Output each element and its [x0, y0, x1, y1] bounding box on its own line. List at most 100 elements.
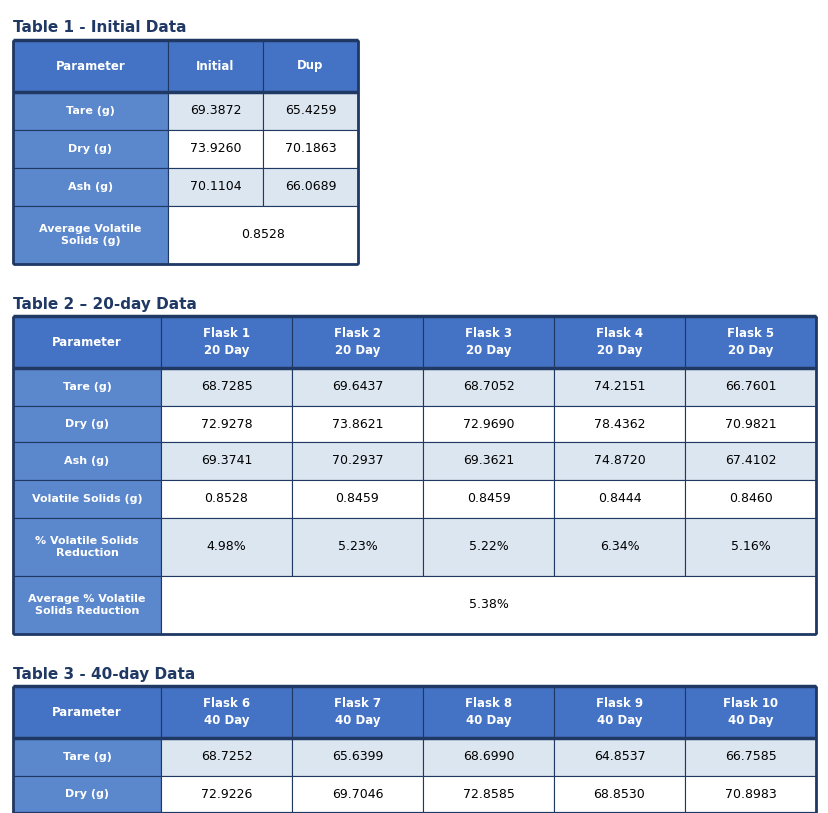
Bar [262, 130, 358, 168]
Text: Parameter: Parameter [52, 706, 122, 719]
Bar [262, 168, 358, 206]
Bar [684, 776, 815, 812]
Text: 66.7585: 66.7585 [724, 750, 776, 763]
Bar [553, 316, 684, 368]
Bar [291, 316, 422, 368]
Bar [161, 368, 291, 406]
Text: 69.3621: 69.3621 [462, 454, 513, 467]
Text: 72.9226: 72.9226 [200, 788, 252, 801]
Text: 70.8983: 70.8983 [724, 788, 776, 801]
Text: 74.8720: 74.8720 [593, 454, 644, 467]
Text: 68.8530: 68.8530 [593, 788, 644, 801]
Text: Table 1 - Initial Data: Table 1 - Initial Data [13, 20, 186, 36]
Text: 5.22%: 5.22% [468, 541, 508, 554]
Bar [13, 206, 168, 264]
Bar [291, 406, 422, 442]
Text: Ash (g): Ash (g) [68, 182, 113, 192]
Bar [161, 442, 291, 480]
Text: 0.8444: 0.8444 [597, 493, 641, 506]
Bar [161, 738, 291, 776]
Bar [168, 130, 262, 168]
Text: Volatile Solids (g): Volatile Solids (g) [31, 494, 142, 504]
Bar [553, 776, 684, 812]
Bar [553, 406, 684, 442]
Text: Parameter: Parameter [55, 59, 125, 72]
Text: Table 3 - 40-day Data: Table 3 - 40-day Data [13, 667, 195, 681]
Bar [13, 406, 161, 442]
Bar [684, 442, 815, 480]
Text: 72.9278: 72.9278 [200, 418, 252, 431]
Bar [291, 812, 422, 813]
Bar [291, 738, 422, 776]
Bar [13, 738, 161, 776]
Text: 69.6437: 69.6437 [331, 380, 383, 393]
Bar [684, 812, 815, 813]
Bar [168, 40, 262, 92]
Text: 5.16%: 5.16% [729, 541, 769, 554]
Text: Flask 1
20 Day: Flask 1 20 Day [203, 327, 250, 357]
Bar [291, 686, 422, 738]
Text: 72.9690: 72.9690 [462, 418, 513, 431]
Bar [291, 368, 422, 406]
Text: Ash (g): Ash (g) [65, 456, 109, 466]
Bar [553, 518, 684, 576]
Bar [291, 776, 422, 812]
Bar [161, 406, 291, 442]
Text: Flask 7
40 Day: Flask 7 40 Day [334, 697, 381, 727]
Bar [13, 442, 161, 480]
Text: 0.8528: 0.8528 [205, 493, 248, 506]
Text: 6.34%: 6.34% [599, 541, 638, 554]
Text: Dry (g): Dry (g) [69, 144, 113, 154]
Text: 66.0689: 66.0689 [284, 180, 336, 193]
Bar [13, 518, 161, 576]
Bar [291, 480, 422, 518]
Text: Tare (g): Tare (g) [66, 106, 115, 116]
Text: Average % Volatile
Solids Reduction: Average % Volatile Solids Reduction [28, 593, 146, 616]
Bar [13, 480, 161, 518]
Bar [553, 442, 684, 480]
Bar [422, 316, 553, 368]
Text: Dry (g): Dry (g) [65, 789, 108, 799]
Bar [161, 316, 291, 368]
Bar [13, 686, 161, 738]
Bar [422, 812, 553, 813]
Bar [291, 442, 422, 480]
Bar [13, 368, 161, 406]
Bar [161, 776, 291, 812]
Text: 70.1104: 70.1104 [190, 180, 241, 193]
Bar [13, 812, 161, 813]
Text: 0.8528: 0.8528 [241, 228, 285, 241]
Text: 68.7252: 68.7252 [200, 750, 252, 763]
Text: % Volatile Solids
Reduction: % Volatile Solids Reduction [35, 536, 138, 559]
Bar [684, 480, 815, 518]
Bar [168, 206, 358, 264]
Bar [262, 92, 358, 130]
Bar [684, 406, 815, 442]
Bar [161, 812, 291, 813]
Text: 5.23%: 5.23% [337, 541, 377, 554]
Text: Flask 10
40 Day: Flask 10 40 Day [722, 697, 777, 727]
Text: 0.8459: 0.8459 [466, 493, 510, 506]
Text: 0.8460: 0.8460 [728, 493, 772, 506]
Text: Table 2 – 20-day Data: Table 2 – 20-day Data [13, 297, 196, 311]
Bar [422, 686, 553, 738]
Bar [422, 776, 553, 812]
Text: 73.8621: 73.8621 [331, 418, 383, 431]
Text: Flask 6
40 Day: Flask 6 40 Day [203, 697, 250, 727]
Bar [422, 406, 553, 442]
Text: Parameter: Parameter [52, 336, 122, 349]
Text: 65.6399: 65.6399 [331, 750, 383, 763]
Text: Flask 3
20 Day: Flask 3 20 Day [465, 327, 512, 357]
Text: Flask 8
40 Day: Flask 8 40 Day [465, 697, 512, 727]
Bar [291, 518, 422, 576]
Text: 67.4102: 67.4102 [724, 454, 775, 467]
Text: 4.98%: 4.98% [206, 541, 246, 554]
Bar [168, 92, 262, 130]
Bar [13, 130, 168, 168]
Text: 70.9821: 70.9821 [724, 418, 775, 431]
Bar [13, 576, 161, 634]
Bar [684, 316, 815, 368]
Text: Flask 4
20 Day: Flask 4 20 Day [595, 327, 643, 357]
Text: 68.7052: 68.7052 [462, 380, 513, 393]
Text: Average Volatile
Solids (g): Average Volatile Solids (g) [39, 224, 142, 246]
